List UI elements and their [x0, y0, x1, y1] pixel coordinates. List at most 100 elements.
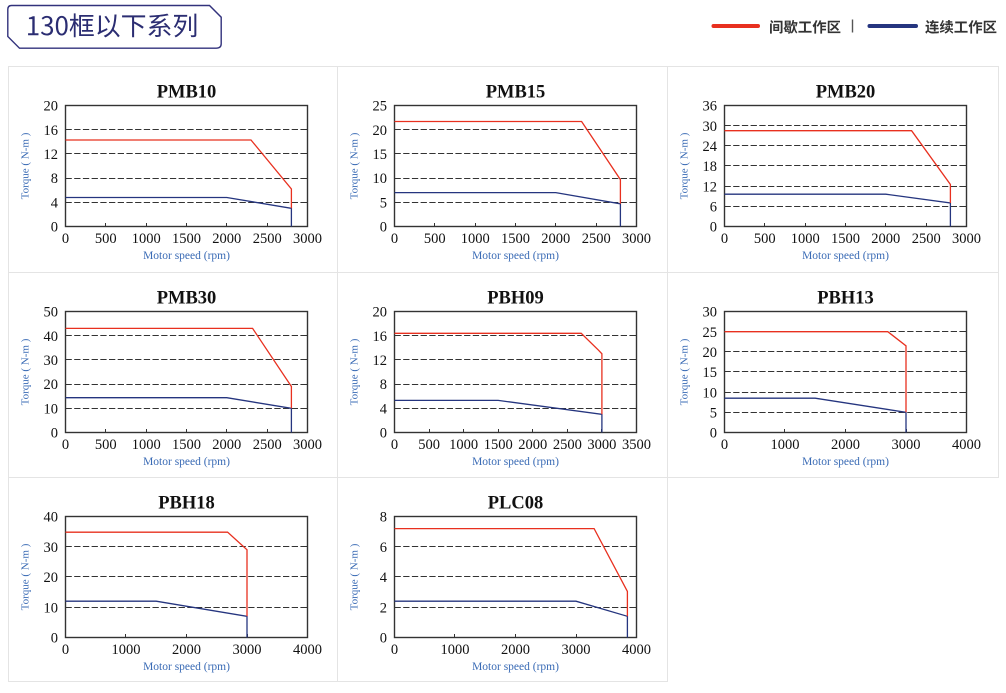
svg-text:20: 20 — [44, 377, 59, 393]
svg-text:2000: 2000 — [172, 642, 201, 658]
svg-text:6: 6 — [710, 199, 717, 215]
svg-text:2500: 2500 — [253, 437, 282, 453]
svg-text:2000: 2000 — [541, 231, 570, 247]
svg-text:2000: 2000 — [501, 642, 530, 658]
svg-text:1000: 1000 — [449, 437, 478, 453]
svg-text:30: 30 — [44, 353, 59, 369]
svg-text:2000: 2000 — [212, 231, 241, 247]
svg-text:500: 500 — [424, 231, 446, 247]
svg-text:0: 0 — [62, 437, 69, 453]
svg-text:0: 0 — [380, 426, 387, 442]
svg-text:0: 0 — [721, 437, 728, 453]
svg-text:1000: 1000 — [771, 437, 800, 453]
svg-text:0: 0 — [51, 426, 58, 442]
svg-text:PBH13: PBH13 — [817, 289, 874, 309]
svg-text:15: 15 — [703, 365, 718, 381]
svg-text:2: 2 — [380, 600, 387, 616]
svg-text:4: 4 — [51, 195, 59, 211]
svg-text:2000: 2000 — [831, 437, 860, 453]
svg-text:1000: 1000 — [441, 642, 470, 658]
svg-text:4: 4 — [380, 401, 388, 417]
svg-text:4: 4 — [380, 570, 388, 586]
svg-text:PBH18: PBH18 — [158, 494, 215, 514]
svg-text:2000: 2000 — [871, 231, 900, 247]
svg-text:PMB30: PMB30 — [157, 289, 217, 309]
svg-text:PMB10: PMB10 — [157, 83, 217, 103]
svg-text:Motor speed (rpm): Motor speed (rpm) — [143, 661, 230, 673]
svg-text:3000: 3000 — [293, 231, 322, 247]
svg-text:15: 15 — [373, 147, 388, 163]
svg-text:1000: 1000 — [132, 437, 161, 453]
svg-text:Motor speed (rpm): Motor speed (rpm) — [143, 250, 230, 262]
svg-text:Torque ( N-m ): Torque ( N-m ) — [20, 338, 32, 405]
svg-text:3000: 3000 — [892, 437, 921, 453]
svg-text:20: 20 — [703, 345, 718, 361]
svg-text:20: 20 — [44, 99, 59, 115]
svg-text:500: 500 — [418, 437, 440, 453]
svg-text:10: 10 — [44, 600, 59, 616]
svg-text:30: 30 — [703, 305, 718, 321]
svg-text:PBH09: PBH09 — [487, 289, 544, 309]
svg-text:10: 10 — [44, 401, 59, 417]
svg-text:5: 5 — [710, 405, 717, 421]
svg-text:Torque ( N-m ): Torque ( N-m ) — [349, 132, 361, 199]
svg-text:PMB15: PMB15 — [486, 83, 546, 103]
svg-text:4000: 4000 — [622, 642, 651, 658]
svg-text:10: 10 — [373, 171, 388, 187]
svg-text:500: 500 — [95, 437, 117, 453]
svg-text:2000: 2000 — [518, 437, 547, 453]
svg-text:30: 30 — [44, 540, 59, 556]
svg-text:Torque ( N-m ): Torque ( N-m ) — [349, 338, 361, 405]
svg-text:3000: 3000 — [622, 231, 651, 247]
svg-text:0: 0 — [380, 220, 387, 236]
svg-text:1500: 1500 — [172, 437, 201, 453]
svg-text:1500: 1500 — [172, 231, 201, 247]
svg-text:0: 0 — [710, 220, 717, 236]
svg-text:Motor speed (rpm): Motor speed (rpm) — [802, 250, 889, 262]
svg-text:8: 8 — [51, 171, 58, 187]
svg-text:Motor speed (rpm): Motor speed (rpm) — [143, 456, 230, 468]
svg-text:0: 0 — [710, 426, 717, 442]
svg-text:PLC08: PLC08 — [488, 494, 544, 514]
svg-text:1000: 1000 — [791, 231, 820, 247]
svg-text:5: 5 — [380, 195, 387, 211]
svg-text:1000: 1000 — [132, 231, 161, 247]
svg-text:25: 25 — [703, 325, 718, 341]
svg-text:12: 12 — [44, 147, 59, 163]
svg-text:0: 0 — [721, 231, 728, 247]
svg-text:20: 20 — [373, 305, 388, 321]
svg-text:3000: 3000 — [562, 642, 591, 658]
svg-text:8: 8 — [380, 510, 387, 526]
svg-text:16: 16 — [373, 329, 388, 345]
svg-text:2500: 2500 — [253, 231, 282, 247]
svg-text:Torque ( N-m ): Torque ( N-m ) — [679, 338, 691, 405]
svg-text:500: 500 — [95, 231, 117, 247]
svg-text:0: 0 — [380, 631, 387, 647]
svg-text:0: 0 — [391, 231, 398, 247]
svg-text:4000: 4000 — [952, 437, 981, 453]
svg-text:30: 30 — [703, 119, 718, 135]
svg-text:3000: 3000 — [587, 437, 616, 453]
svg-text:2500: 2500 — [912, 231, 941, 247]
svg-text:6: 6 — [380, 540, 387, 556]
svg-text:Torque ( N-m ): Torque ( N-m ) — [349, 543, 361, 610]
svg-text:2500: 2500 — [553, 437, 582, 453]
svg-text:4000: 4000 — [293, 642, 322, 658]
svg-text:20: 20 — [373, 123, 388, 139]
svg-text:8: 8 — [380, 377, 387, 393]
svg-text:Motor speed (rpm): Motor speed (rpm) — [472, 661, 559, 673]
svg-text:40: 40 — [44, 329, 59, 345]
svg-text:2500: 2500 — [582, 231, 611, 247]
svg-text:0: 0 — [391, 642, 398, 658]
svg-text:0: 0 — [51, 220, 58, 236]
svg-text:3000: 3000 — [233, 642, 262, 658]
svg-text:Motor speed (rpm): Motor speed (rpm) — [472, 250, 559, 262]
svg-text:36: 36 — [703, 99, 718, 115]
svg-text:12: 12 — [703, 179, 718, 195]
svg-text:1000: 1000 — [112, 642, 141, 658]
svg-text:2000: 2000 — [212, 437, 241, 453]
svg-text:Motor speed (rpm): Motor speed (rpm) — [472, 456, 559, 468]
svg-text:10: 10 — [703, 385, 718, 401]
svg-text:40: 40 — [44, 510, 59, 526]
svg-text:Motor speed (rpm): Motor speed (rpm) — [802, 456, 889, 468]
